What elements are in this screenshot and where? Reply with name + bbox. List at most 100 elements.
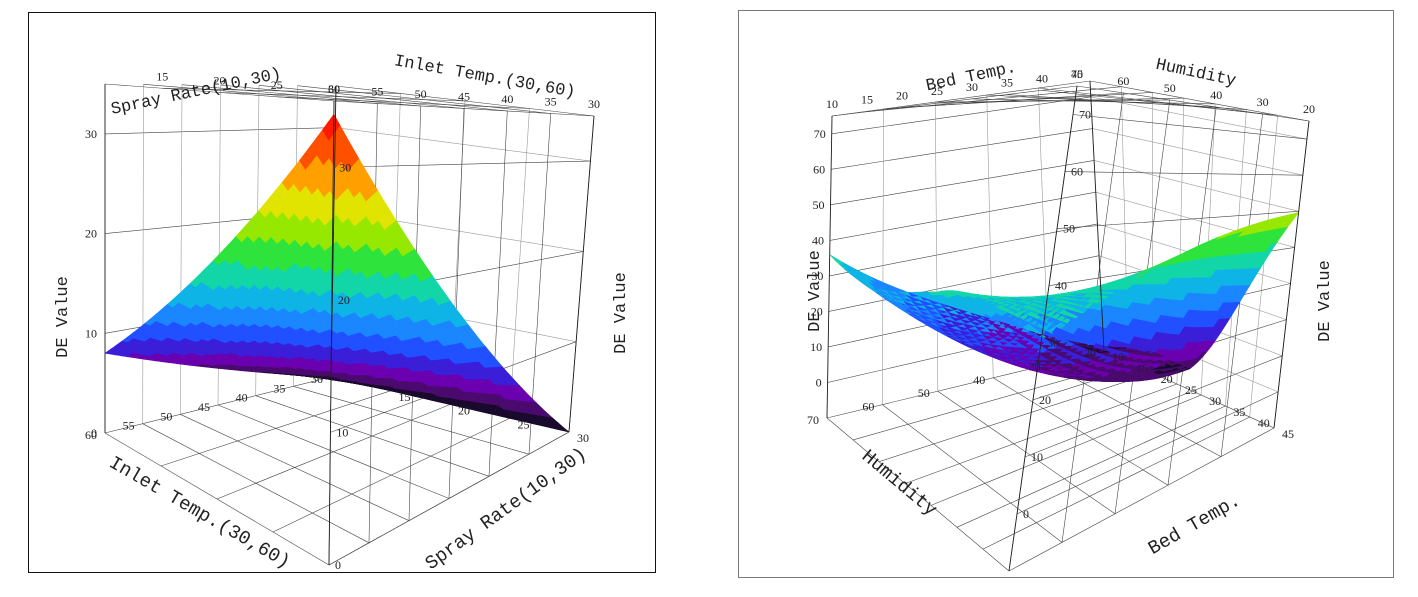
grid-line	[104, 83, 335, 102]
grid-line	[831, 96, 1091, 135]
inlet-temp-tick-back: 45	[458, 90, 470, 104]
grid-line	[937, 390, 1116, 515]
z-tick-label-left: 70	[814, 127, 826, 141]
humidity-tick-back: 50	[1164, 81, 1176, 95]
frame-edge	[1008, 85, 1078, 572]
z-tick-label-right: 0	[1023, 507, 1029, 521]
grid-line	[830, 160, 1095, 206]
spray-rate-tick-back: 15	[156, 69, 168, 83]
z-tick-label-left: 0	[91, 426, 97, 440]
humidity-tick-front: 50	[918, 386, 930, 400]
z-tick-label-left: 10	[810, 340, 822, 354]
z-tick-label-right: 10	[336, 425, 348, 439]
z-tick-label-right: 20	[338, 293, 350, 307]
inlet-temp-tick-back: 50	[415, 87, 427, 101]
inlet-temp-axis-label-front: Inlet Temp.(30,60)	[105, 452, 294, 574]
humidity-tick-back: 60	[1117, 74, 1129, 88]
frame-edge	[568, 115, 595, 433]
bed-temp-tick-back: 10	[826, 97, 838, 111]
spray-rate-tick-back: 30	[328, 82, 340, 96]
z-tick-label-left: 20	[811, 304, 823, 318]
grid-line	[828, 255, 1100, 312]
z-tick-label-right: 10	[1031, 450, 1043, 464]
spray-rate-tick-front: 20	[458, 404, 470, 418]
grid-line	[883, 92, 1124, 110]
z-tick-label-right: 0	[335, 558, 341, 572]
grid-line	[904, 383, 1178, 484]
grid-line	[255, 395, 490, 477]
grid-line	[180, 414, 410, 521]
z-tick-label-left: 40	[812, 233, 824, 247]
grid-line	[831, 80, 1091, 117]
right-surface-chart: 0 10 20 30 40 50 60 70 0 10 20 30 40 50 60 70 70 60 50 40 30…	[738, 10, 1394, 578]
inlet-temp-tick-front: 60	[85, 428, 97, 442]
grid-line	[935, 99, 1170, 103]
z-tick-label-right: 60	[1071, 165, 1083, 179]
frame-edge	[1273, 120, 1310, 429]
grid-line	[1016, 391, 1279, 515]
inlet-temp-tick-front: 55	[123, 419, 135, 433]
humidity-tick-back: 30	[1257, 95, 1269, 109]
bed-temp-tick-back: 25	[931, 84, 943, 98]
bed-temp-tick-front: 35	[1233, 405, 1245, 419]
grid-line	[220, 84, 465, 109]
humidity-tick-front: 70	[807, 413, 819, 427]
de-value-axis-label-right: DE Value	[1316, 260, 1335, 342]
grid-line	[882, 404, 1063, 543]
bed-temp-tick-front: 30	[1209, 394, 1221, 408]
humidity-tick-back: 40	[1210, 88, 1222, 102]
spray-rate-tick-back: 20	[214, 74, 226, 88]
grid-line	[488, 110, 508, 477]
bed-temp-tick-front: 40	[1258, 416, 1270, 430]
z-tick-label-right: 40	[1055, 279, 1067, 293]
grid-line	[509, 108, 530, 419]
grid-line	[143, 84, 378, 104]
inlet-temp-tick-back: 40	[501, 92, 513, 106]
grid-line	[448, 108, 465, 499]
z-tick-label-right: 30	[339, 160, 351, 174]
spray-rate-tick-front: 15	[399, 390, 411, 404]
grid-line	[1008, 427, 1275, 572]
bed-temp-axis-label-front: Bed Temp.	[1145, 489, 1245, 559]
bed-temp-tick-back: 45	[1071, 67, 1083, 81]
right-surface-plot: 0 10 20 30 40 50 60 70 0 10 20 30 40 50 60 70 70 60 50 40 30…	[806, 56, 1335, 572]
grid-line	[104, 432, 330, 566]
grid-line	[217, 404, 450, 499]
bed-temp-tick-back: 20	[896, 88, 908, 102]
right-plot-group: 0 10 20 30 40 50 60 70 0 10 20 30 40 50 60 70 70 60 50 40 30…	[806, 56, 1335, 572]
grid-line	[1090, 96, 1307, 140]
grid-line	[333, 160, 591, 168]
grid-line	[882, 108, 884, 405]
humidity-tick-front: 60	[862, 400, 874, 414]
grid-line	[993, 377, 1169, 486]
humidity-tick-back: 20	[1303, 102, 1315, 116]
grid-line	[982, 416, 1250, 550]
inlet-temp-tick-back: 55	[371, 85, 383, 99]
bed-temp-tick-front: 10	[1112, 350, 1124, 364]
inlet-temp-tick-back: 35	[545, 95, 557, 109]
spray-rate-tick-front: 25	[518, 417, 530, 431]
grid-line	[528, 113, 551, 455]
inlet-temp-tick-back: 60	[328, 82, 340, 96]
de-value-axis-label-left: DE Value	[54, 276, 73, 358]
z-tick-label-left: 0	[816, 375, 822, 389]
grid-line	[142, 423, 370, 544]
frame-edge	[826, 115, 833, 419]
grid-line	[829, 191, 1096, 241]
grid-line	[1076, 85, 1310, 122]
z-tick-label-right: 50	[1063, 222, 1075, 236]
grid-line	[293, 386, 530, 455]
inlet-temp-tick-front: 35	[273, 381, 285, 395]
bed-temp-tick-front: 20	[1161, 372, 1173, 386]
grid-line	[181, 84, 421, 107]
grid-line	[831, 128, 1093, 170]
spray-rate-axis-label-top: Spray Rate(10,30)	[109, 65, 283, 120]
z-tick-label-left: 20	[85, 227, 97, 241]
spray-rate-axis-label-front: Spray Rate(10,30)	[421, 443, 591, 575]
inlet-temp-tick-front: 50	[160, 409, 172, 423]
grid-line	[831, 85, 1078, 117]
grid-line	[930, 394, 1202, 506]
inlet-temp-tick-back: 30	[588, 97, 600, 111]
grid-line	[829, 223, 1098, 277]
